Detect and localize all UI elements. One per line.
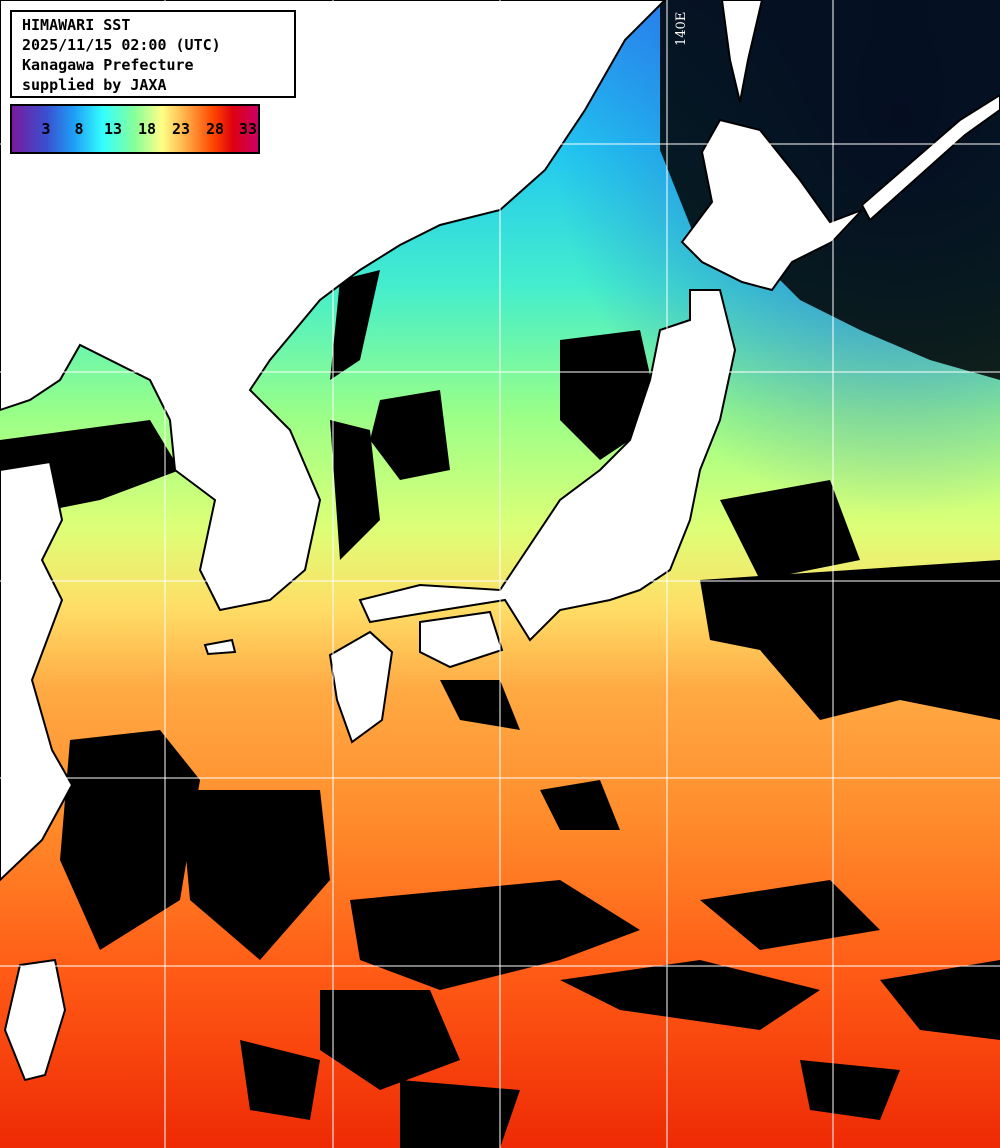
legend-tick: 8 <box>74 120 84 138</box>
lon-label-140e: 140E <box>674 12 689 46</box>
observation-datetime: 2025/11/15 02:00 (UTC) <box>22 36 221 54</box>
legend-tick: 13 <box>103 120 123 138</box>
jeju-island <box>203 638 237 656</box>
legend-tick: 18 <box>137 120 157 138</box>
shikoku <box>419 610 504 669</box>
info-box: HIMAWARI SST 2025/11/15 02:00 (UTC) Kana… <box>10 10 296 98</box>
taiwan <box>3 958 67 1082</box>
lat-label-40n: 40N <box>14 357 42 372</box>
product-title: HIMAWARI SST <box>22 16 131 34</box>
legend-tick: 3 <box>41 120 51 138</box>
region-name: Kanagawa Prefecture <box>22 56 194 74</box>
legend-tick: 33 <box>238 120 258 138</box>
hokkaido <box>680 118 863 292</box>
temperature-color-legend: 3 8 13 18 23 28 33 <box>10 104 260 154</box>
data-credit: supplied by JAXA <box>22 76 167 94</box>
sakhalin <box>720 0 764 103</box>
china-east-coast <box>0 460 74 882</box>
kyushu <box>328 630 394 744</box>
honshu <box>358 289 737 642</box>
legend-tick: 23 <box>171 120 191 138</box>
kuril-islands <box>860 93 1000 222</box>
lat-label-30n: 30N <box>14 763 42 778</box>
legend-tick: 28 <box>205 120 225 138</box>
